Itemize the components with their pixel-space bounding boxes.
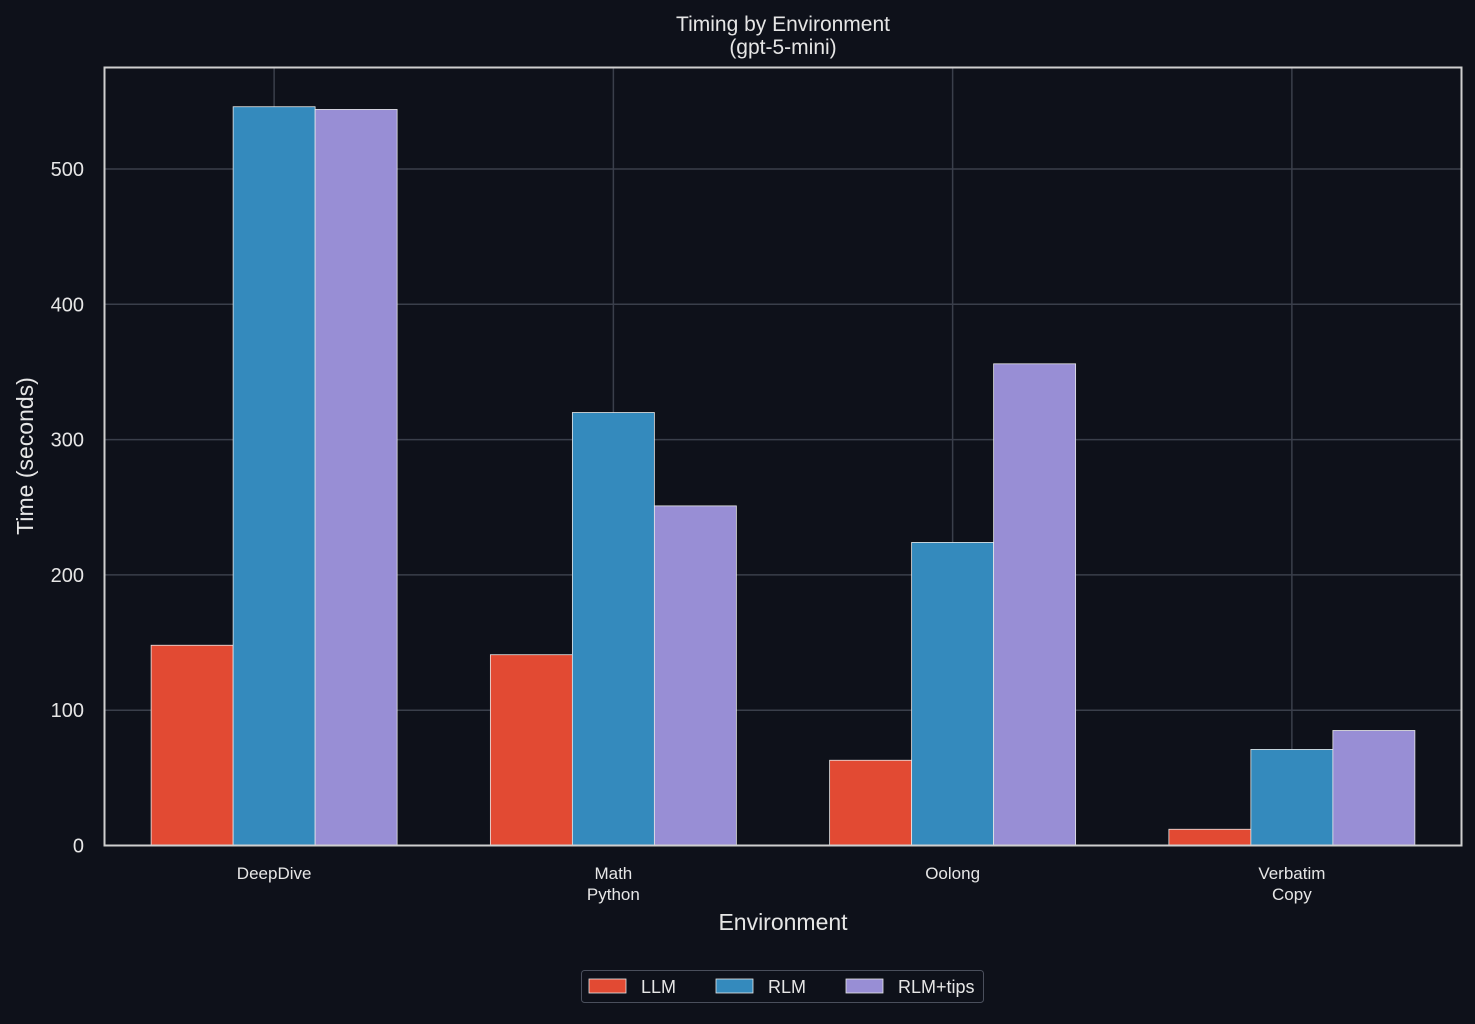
legend-frame	[581, 970, 984, 1003]
legend-swatch	[845, 978, 884, 994]
bar-rlm-tips-0	[314, 109, 398, 846]
y-tick-label: 500	[51, 159, 84, 181]
y-tick-label: 300	[51, 430, 84, 452]
bars	[150, 106, 1416, 846]
plot-frame	[103, 66, 1463, 847]
bar-rlm-2	[911, 542, 995, 846]
legend-label: RLM	[768, 977, 806, 997]
x-tick-label: DeepDive	[237, 864, 312, 883]
bar-llm-3	[1168, 828, 1252, 846]
legend-swatch	[588, 978, 627, 994]
x-tick-label: Verbatim	[1258, 864, 1325, 883]
bar-rlm-tips-1	[653, 505, 737, 846]
x-tick-label: Copy	[1272, 885, 1312, 904]
y-tick-labels: 0 100 200 300 400 500	[51, 159, 84, 858]
bar-rlm-3	[1250, 749, 1334, 846]
bar-llm-0	[150, 644, 234, 846]
legend-swatch	[715, 978, 754, 994]
bar-rlm-0	[232, 106, 316, 846]
legend-label: RLM+tips	[898, 977, 975, 997]
y-tick-label: 200	[51, 565, 84, 587]
bar-llm-2	[829, 759, 913, 846]
x-tick-label: Math	[594, 864, 632, 883]
x-tick-labels: DeepDive Math Python Oolong Verbatim Copy	[237, 864, 1326, 904]
bar-rlm-tips-3	[1332, 730, 1416, 846]
x-tick-label: Oolong	[925, 864, 980, 883]
y-tick-label: 0	[73, 836, 84, 858]
chart-title: Timing by Environment	[676, 13, 890, 36]
chart-subtitle: (gpt-5-mini)	[729, 36, 836, 59]
legend: LLM RLM RLM+tips	[581, 970, 984, 1003]
y-tick-label: 400	[51, 294, 84, 316]
y-tick-label: 100	[51, 700, 84, 722]
x-tick-label: Python	[587, 885, 640, 904]
legend-label: LLM	[641, 977, 676, 997]
x-axis-label: Environment	[718, 909, 848, 935]
bar-rlm-tips-2	[993, 363, 1077, 846]
y-axis-label: Time (seconds)	[12, 377, 38, 535]
bar-llm-1	[489, 654, 573, 846]
bar-rlm-1	[571, 412, 655, 846]
